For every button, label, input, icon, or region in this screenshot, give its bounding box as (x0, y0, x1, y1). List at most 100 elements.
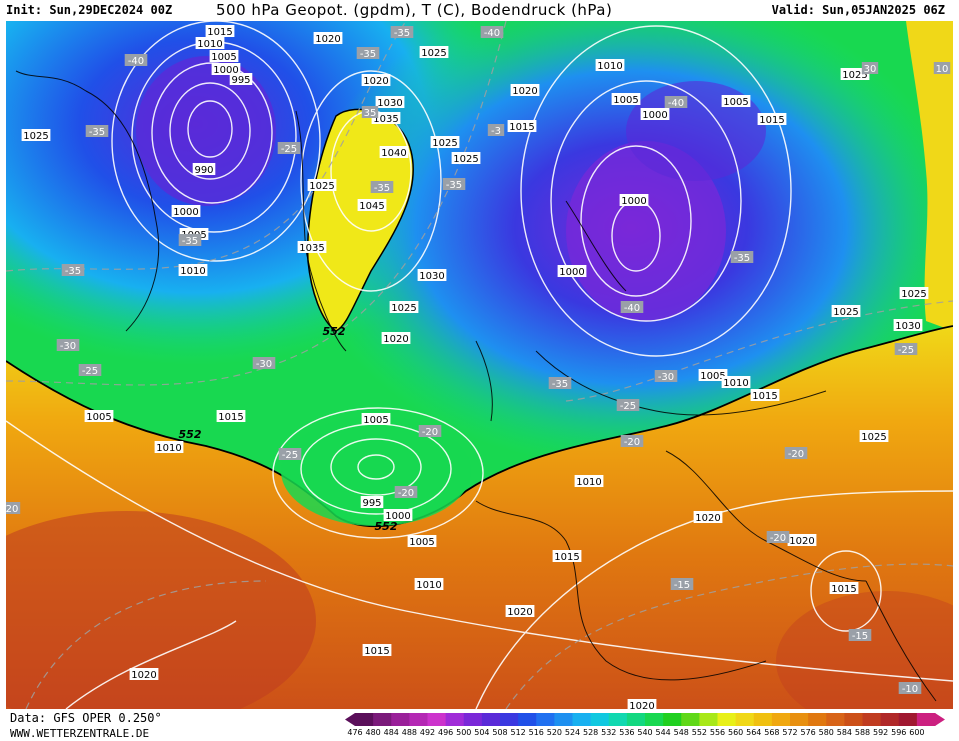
temp-label: -25 (277, 142, 301, 155)
temp-label: -35 (390, 26, 414, 39)
colorbar (345, 713, 945, 726)
temp-label: -40 (620, 301, 644, 314)
isobar-label: 1005 (209, 50, 239, 63)
isobar-label: 1025 (451, 152, 481, 165)
temp-label: -30 (252, 357, 276, 370)
isobar-label: 1005 (721, 95, 751, 108)
height-label: 552 (375, 520, 398, 533)
colorbar-swatch (898, 713, 918, 726)
svg-text:1005: 1005 (613, 95, 638, 106)
svg-text:1035: 1035 (373, 114, 398, 125)
isobar-label: 1030 (375, 96, 405, 109)
colorbar-swatch (862, 713, 882, 726)
svg-text:1015: 1015 (218, 412, 243, 423)
svg-text:-20: -20 (770, 533, 786, 544)
svg-text:-35: -35 (552, 379, 568, 390)
svg-text:-35: -35 (360, 49, 376, 60)
ridge-greenland (307, 108, 414, 332)
isobar-lines (6, 21, 953, 709)
isobar-label: 1015 (205, 25, 235, 38)
colorbar-swatch (518, 713, 537, 726)
map-header: Init: Sun,29DEC2024 00Z 500 hPa Geopot. … (0, 0, 959, 21)
svg-text:1010: 1010 (597, 61, 622, 72)
svg-text:-15: -15 (852, 631, 868, 642)
svg-text:1000: 1000 (642, 110, 667, 121)
svg-text:1025: 1025 (23, 131, 48, 142)
svg-text:-40: -40 (484, 28, 500, 39)
svg-text:-35: -35 (394, 28, 410, 39)
svg-text:1020: 1020 (789, 536, 814, 547)
svg-text:1025: 1025 (309, 181, 334, 192)
ridge-east (906, 21, 953, 331)
colorbar-swatch (500, 713, 519, 726)
colorbar-tick-label: 544 (655, 728, 671, 737)
isobar-label: 1015 (757, 113, 787, 126)
temp-label: -35 (61, 264, 85, 277)
colorbar-tick-label: 520 (546, 728, 563, 737)
temp-label: 30 (861, 62, 879, 75)
temp-label: -25 (616, 399, 640, 412)
colorbar-tick-label: 600 (909, 728, 925, 737)
colorbar-arrow-left (345, 713, 355, 726)
isobar-label: 1035 (297, 241, 327, 254)
colorbar-swatch (735, 713, 755, 726)
temp-label: -30 (56, 339, 80, 352)
height-labels: 552 552 552 (179, 325, 398, 533)
isobar-label: 1010 (178, 264, 208, 277)
isobar-label: 1000 (557, 265, 587, 278)
svg-text:1020: 1020 (695, 513, 720, 524)
svg-text:1015: 1015 (364, 646, 389, 657)
svg-text:552: 552 (179, 428, 202, 441)
isobar-label: 1000 (640, 108, 670, 121)
low-core-east (566, 141, 726, 321)
svg-text:-25: -25 (82, 366, 98, 377)
colorbar-swatch (771, 713, 791, 726)
isobar-label: 1010 (154, 441, 184, 454)
svg-text:35: 35 (364, 108, 377, 119)
colorbar-tick-label: 512 (510, 728, 526, 737)
isobar-label: 1025 (831, 305, 861, 318)
temp-label: -15 (848, 629, 872, 642)
warm-core-sw (6, 511, 316, 709)
colorbar-tick-label: 556 (709, 728, 726, 737)
weather-map: 1015101010051000995990100010051010102510… (6, 21, 953, 709)
height-label: 552 (179, 428, 202, 441)
svg-text:-20: -20 (398, 488, 414, 499)
colorbar-tick-label: 516 (528, 728, 544, 737)
temp-label: 20 (6, 502, 21, 515)
isobar-label: 1010 (414, 578, 444, 591)
colorbar-swatch (391, 713, 410, 726)
isobar-label: 1020 (787, 534, 817, 547)
svg-text:1025: 1025 (391, 303, 416, 314)
isobar-label: 1005 (361, 413, 391, 426)
svg-text:-30: -30 (658, 372, 674, 383)
temp-label: -40 (664, 96, 688, 109)
svg-text:1025: 1025 (453, 154, 478, 165)
svg-text:1020: 1020 (383, 334, 408, 345)
colorbar-swatch (808, 713, 827, 726)
colorbar-swatch (536, 713, 555, 726)
coastlines (15, 70, 937, 702)
temp-label: -10 (898, 682, 922, 695)
isobar-label: 1025 (430, 136, 460, 149)
isobar-label: 1030 (417, 269, 447, 282)
colorbar-swatch (916, 713, 936, 726)
svg-text:1010: 1010 (723, 378, 748, 389)
isobar-label: 995 (360, 496, 384, 509)
isobar-label: 1005 (407, 535, 437, 548)
svg-text:1025: 1025 (861, 432, 886, 443)
svg-text:1020: 1020 (315, 34, 340, 45)
isobar-label: 1020 (627, 699, 657, 709)
svg-text:-35: -35 (734, 253, 750, 264)
svg-text:-10: -10 (902, 684, 918, 695)
isobar-label: 1005 (611, 93, 641, 106)
colorbar-tick-label: 572 (782, 728, 798, 737)
colorbar-swatch (409, 713, 428, 726)
temp-label: -35 (442, 178, 466, 191)
svg-text:1025: 1025 (421, 48, 446, 59)
isobar-label: 1020 (510, 84, 540, 97)
colorbar-tick-label: 508 (492, 728, 508, 737)
low-core-west (136, 56, 276, 206)
colorbar-tick-label: 548 (673, 728, 689, 737)
temp-label: -35 (356, 47, 380, 60)
